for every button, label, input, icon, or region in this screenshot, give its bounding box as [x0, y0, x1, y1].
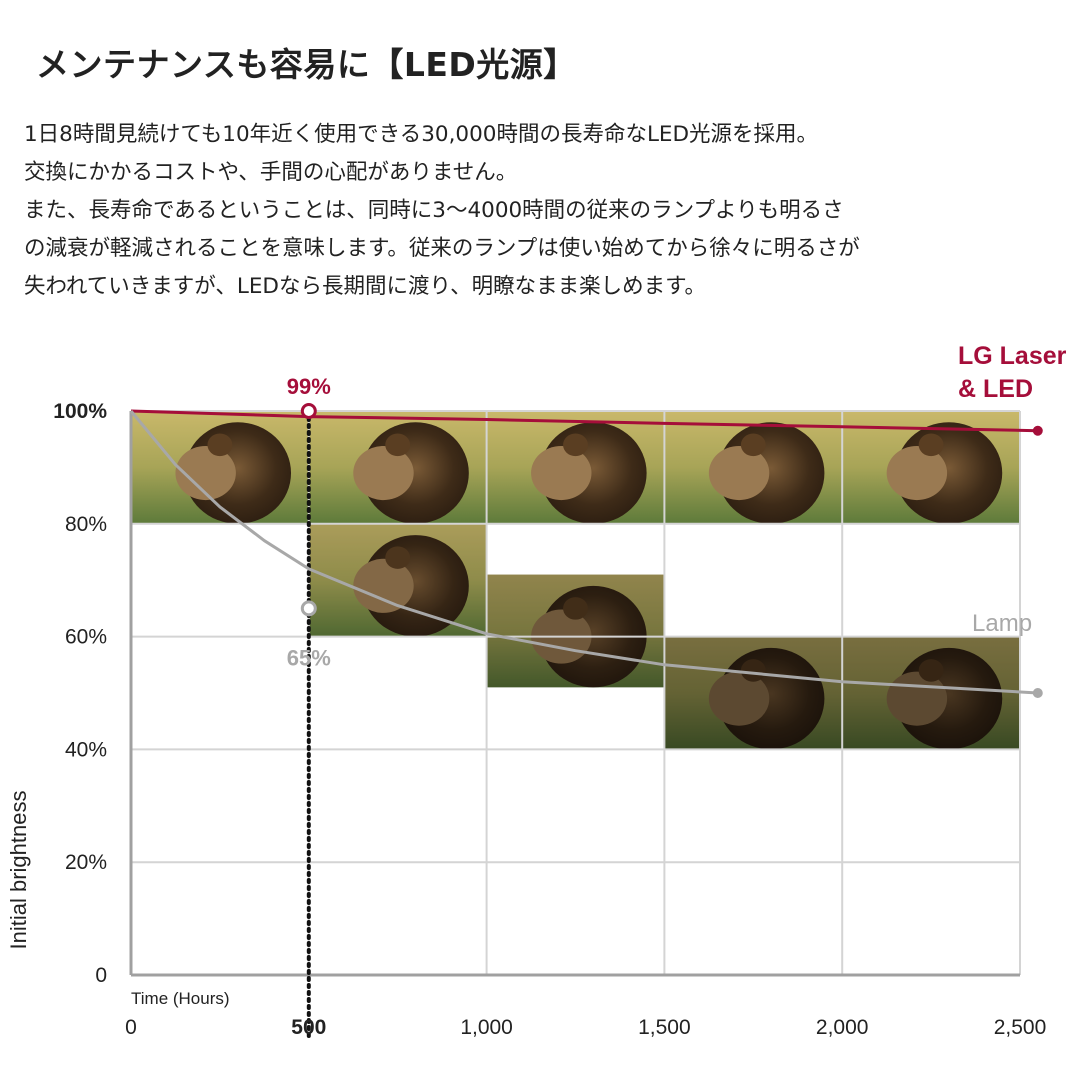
led-end-dot: [1032, 425, 1043, 436]
y-axis-label: Initial brightness: [6, 791, 31, 950]
lion-image: [486, 574, 665, 688]
legend-lamp-label: Lamp: [972, 610, 1032, 637]
annotation-label: 65%: [287, 645, 331, 670]
lamp-line: [129, 410, 1038, 695]
lion-image: [664, 636, 843, 750]
x-tick-label: 1,500: [638, 1016, 691, 1039]
x-tick-label: 2,500: [994, 1016, 1047, 1039]
description-line: 失われていきますが、LEDなら長期間に渡り、明瞭なまま楽しめます。: [24, 274, 706, 299]
description: 1日8時間見続けても10年近く使用できる30,000時間の長寿命なLED光源を採…: [24, 116, 860, 306]
description-line: また、長寿命であるということは、同時に3〜4000時間の従来のランプよりも明るさ: [24, 198, 844, 223]
lion-image: [131, 411, 309, 524]
x-tick-label: 2,000: [816, 1016, 869, 1039]
x-tick-label: 500: [291, 1016, 326, 1039]
description-line: 1日8時間見続けても10年近く使用できる30,000時間の長寿命なLED光源を採…: [24, 122, 819, 147]
x-tick-label: 1,000: [460, 1016, 513, 1039]
page-title: メンテナンスも容易に【LED光源】: [36, 45, 577, 84]
y-tick-label: 40%: [65, 738, 107, 761]
lamp-end-dot: [1032, 688, 1043, 698]
y-tick-label: 0: [95, 964, 107, 987]
annotation-label: 99%: [287, 374, 331, 399]
description-line: の減衰が軽減されることを意味します。従来のランプは使い始めてから徐々に明るさが: [24, 236, 860, 261]
y-tick-label: 60%: [65, 626, 107, 649]
annotation-marker: [300, 600, 317, 617]
lion-image: [842, 411, 1020, 524]
description-line: 交換にかかるコストや、手間の心配がありません。: [24, 160, 518, 185]
y-tick-label: 20%: [65, 851, 107, 874]
lion-image: [842, 636, 1020, 750]
lion-image: [664, 411, 843, 524]
led-line: [130, 409, 1038, 433]
lion-image: [308, 411, 487, 524]
lion-image: [486, 411, 665, 524]
y-tick-label: 100%: [53, 400, 107, 423]
legend-led-label: & LED: [958, 375, 1033, 403]
legend-led-label: LG Laser: [958, 342, 1067, 370]
x-axis-label: Time (Hours): [131, 989, 230, 1008]
y-tick-label: 80%: [65, 513, 107, 536]
x-tick-label: 0: [125, 1016, 137, 1039]
annotation-marker: [300, 403, 317, 419]
